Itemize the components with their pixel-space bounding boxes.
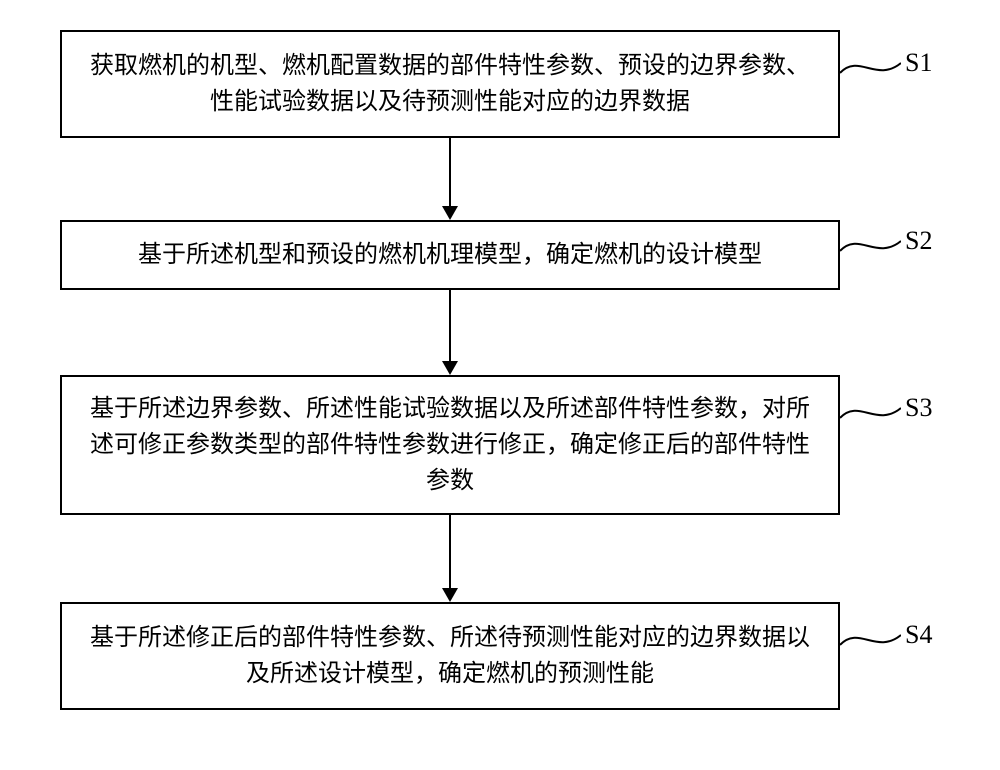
arrow-head-icon: [442, 588, 458, 602]
step-box-s1: 获取燃机的机型、燃机配置数据的部件特性参数、预设的边界参数、性能试验数据以及待预…: [60, 30, 840, 138]
step-text-s1: 获取燃机的机型、燃机配置数据的部件特性参数、预设的边界参数、性能试验数据以及待预…: [82, 48, 818, 120]
arrow-line: [449, 138, 451, 206]
step-box-s4: 基于所述修正后的部件特性参数、所述待预测性能对应的边界数据以及所述设计模型，确定…: [60, 602, 840, 710]
step-label-s4: S4: [905, 620, 932, 650]
arrow-line: [449, 515, 451, 588]
label-connector-s2: [840, 230, 901, 260]
arrow-s1-to-s2: [442, 138, 458, 220]
arrow-s3-to-s4: [442, 515, 458, 602]
arrow-s2-to-s3: [442, 290, 458, 375]
label-connector-s3: [840, 397, 901, 427]
step-box-s2: 基于所述机型和预设的燃机机理模型，确定燃机的设计模型: [60, 220, 840, 290]
arrow-head-icon: [442, 206, 458, 220]
step-text-s3: 基于所述边界参数、所述性能试验数据以及所述部件特性参数，对所述可修正参数类型的部…: [82, 391, 818, 499]
label-connector-s1: [840, 52, 901, 82]
step-text-s2: 基于所述机型和预设的燃机机理模型，确定燃机的设计模型: [138, 237, 762, 273]
step-text-s4: 基于所述修正后的部件特性参数、所述待预测性能对应的边界数据以及所述设计模型，确定…: [82, 620, 818, 692]
step-box-s3: 基于所述边界参数、所述性能试验数据以及所述部件特性参数，对所述可修正参数类型的部…: [60, 375, 840, 515]
arrow-head-icon: [442, 361, 458, 375]
step-label-s1: S1: [905, 48, 932, 78]
arrow-line: [449, 290, 451, 361]
step-label-s3: S3: [905, 393, 932, 423]
step-label-s2: S2: [905, 226, 932, 256]
label-connector-s4: [840, 624, 901, 654]
